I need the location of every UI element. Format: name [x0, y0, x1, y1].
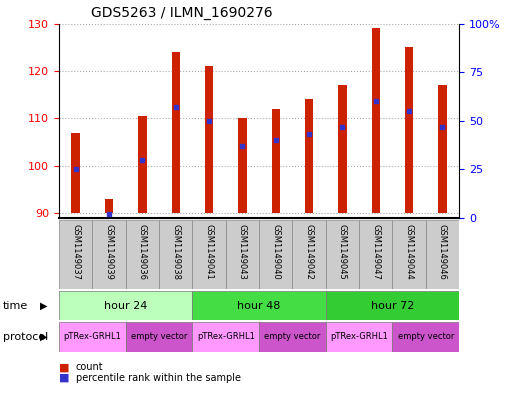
Text: GSM1149043: GSM1149043 — [238, 224, 247, 279]
Text: empty vector: empty vector — [131, 332, 187, 342]
Bar — [59, 220, 92, 289]
Text: GSM1149036: GSM1149036 — [138, 224, 147, 279]
Bar — [159, 220, 192, 289]
Bar — [438, 85, 447, 213]
Bar — [392, 322, 459, 352]
Bar — [126, 322, 192, 352]
Text: GDS5263 / ILMN_1690276: GDS5263 / ILMN_1690276 — [91, 6, 272, 20]
Bar — [371, 28, 380, 213]
Text: GSM1149039: GSM1149039 — [105, 224, 113, 279]
Text: hour 72: hour 72 — [371, 301, 414, 310]
Bar — [392, 220, 426, 289]
Text: GSM1149040: GSM1149040 — [271, 224, 280, 279]
Bar — [59, 322, 126, 352]
Text: hour 24: hour 24 — [104, 301, 147, 310]
Text: protocol: protocol — [3, 332, 48, 342]
Text: ■: ■ — [59, 362, 69, 373]
Text: hour 48: hour 48 — [238, 301, 281, 310]
Text: GSM1149047: GSM1149047 — [371, 224, 380, 279]
Text: ▶: ▶ — [40, 332, 47, 342]
Bar — [326, 322, 392, 352]
Text: percentile rank within the sample: percentile rank within the sample — [76, 373, 241, 383]
Bar — [259, 220, 292, 289]
Text: GSM1149037: GSM1149037 — [71, 224, 80, 279]
Bar — [238, 118, 247, 213]
Bar — [305, 99, 313, 213]
Bar — [226, 220, 259, 289]
Text: count: count — [76, 362, 104, 373]
Bar — [426, 220, 459, 289]
Text: ■: ■ — [59, 373, 69, 383]
Bar — [192, 220, 226, 289]
Bar — [359, 220, 392, 289]
Bar — [192, 291, 326, 320]
Bar — [59, 291, 192, 320]
Bar — [271, 109, 280, 213]
Bar — [405, 47, 413, 213]
Bar — [192, 322, 259, 352]
Text: GSM1149046: GSM1149046 — [438, 224, 447, 279]
Text: GSM1149045: GSM1149045 — [338, 224, 347, 279]
Text: GSM1149042: GSM1149042 — [305, 224, 313, 279]
Bar — [326, 220, 359, 289]
Text: pTRex-GRHL1: pTRex-GRHL1 — [197, 332, 254, 342]
Bar — [205, 66, 213, 213]
Text: pTRex-GRHL1: pTRex-GRHL1 — [64, 332, 121, 342]
Bar — [92, 220, 126, 289]
Bar — [259, 322, 326, 352]
Text: GSM1149044: GSM1149044 — [405, 224, 413, 279]
Bar — [292, 220, 326, 289]
Bar — [105, 199, 113, 213]
Text: time: time — [3, 301, 28, 311]
Text: GSM1149041: GSM1149041 — [205, 224, 213, 279]
Bar — [126, 220, 159, 289]
Bar — [326, 291, 459, 320]
Bar — [71, 133, 80, 213]
Text: pTRex-GRHL1: pTRex-GRHL1 — [330, 332, 388, 342]
Bar — [338, 85, 347, 213]
Text: ▶: ▶ — [40, 301, 47, 311]
Bar — [138, 116, 147, 213]
Text: GSM1149038: GSM1149038 — [171, 224, 180, 279]
Text: empty vector: empty vector — [264, 332, 321, 342]
Text: empty vector: empty vector — [398, 332, 454, 342]
Bar — [171, 52, 180, 213]
